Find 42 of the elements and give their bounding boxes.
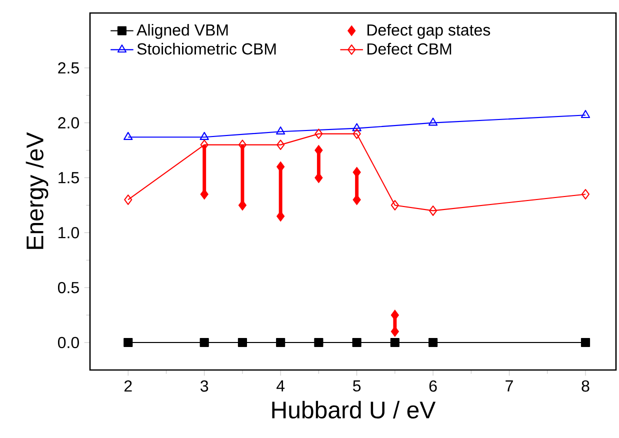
point — [390, 310, 399, 320]
y-tick-label: 0.5 — [58, 282, 79, 294]
point — [276, 140, 285, 150]
legend-label: Defect gap states — [367, 24, 490, 39]
point — [124, 194, 132, 205]
legend-label: Stoichiometric CBM — [137, 42, 276, 55]
point — [352, 338, 362, 348]
y-tick-label: 1.0 — [58, 227, 79, 238]
point — [580, 110, 590, 118]
point — [390, 200, 399, 210]
legend-label: Aligned VBM — [136, 24, 228, 39]
point — [314, 128, 323, 140]
point — [314, 338, 324, 348]
x-tick-label: 2 — [124, 380, 132, 392]
point — [428, 338, 438, 348]
legend-label: Defect CBM — [367, 42, 452, 55]
y-tick-label: 1.5 — [58, 172, 79, 184]
point — [124, 338, 133, 348]
point — [581, 189, 590, 200]
x-tick-label: 4 — [276, 380, 285, 392]
point — [238, 338, 247, 348]
point — [200, 338, 209, 348]
x-tick-label: 8 — [582, 380, 590, 392]
y-tick-label: 2.0 — [58, 117, 79, 128]
point — [580, 338, 590, 348]
point — [429, 206, 438, 216]
x-tick-label: 7 — [506, 380, 513, 392]
point — [352, 128, 361, 140]
point — [428, 118, 438, 126]
point — [352, 123, 362, 132]
y-tick-label: 2.5 — [58, 62, 79, 74]
point — [276, 338, 286, 348]
y-tick-label: 0.0 — [58, 336, 79, 348]
x-tick-label: 6 — [429, 380, 437, 392]
x-tick-label: 3 — [200, 380, 208, 392]
point — [390, 338, 400, 348]
x-axis-title: Hubbard U / eV — [272, 400, 436, 418]
point — [124, 132, 133, 140]
x-tick-label: 5 — [353, 380, 361, 392]
point — [276, 126, 286, 134]
point — [200, 132, 209, 140]
y-axis-title: Energy /eV — [26, 132, 48, 249]
